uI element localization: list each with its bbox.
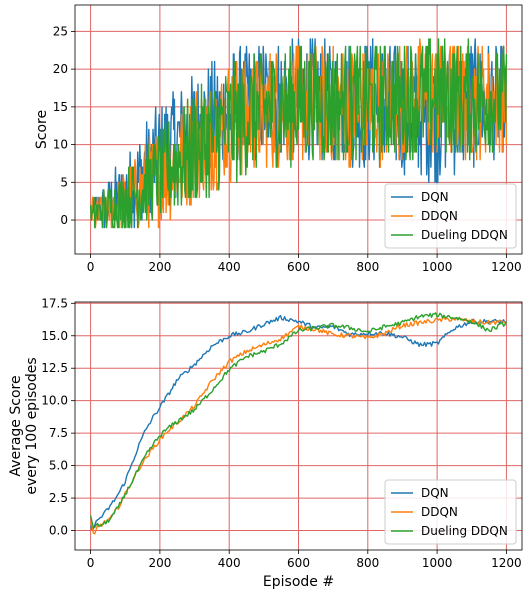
y-tick-label: 15.0	[41, 329, 68, 343]
x-tick-label: 600	[287, 260, 310, 274]
y-tick-label: 5.0	[49, 459, 68, 473]
y-tick-label: 10.0	[41, 394, 68, 408]
y-axis-label-line: Average Score	[8, 375, 24, 476]
legend-label-1: DDQN	[421, 209, 458, 223]
series-line-1	[89, 316, 507, 535]
legend-label-0: DQN	[421, 486, 449, 500]
y-tick-label: 25	[53, 24, 68, 38]
x-tick-label: 200	[148, 260, 171, 274]
x-tick-label: 800	[356, 260, 379, 274]
series-line-2	[89, 38, 508, 229]
series-group	[89, 38, 508, 229]
x-tick-label: 0	[87, 260, 95, 274]
x-tick-label: 800	[356, 556, 379, 570]
y-axis-label-line: every 100 episodes	[24, 357, 40, 494]
legend-label-2: Dueling DDQN	[421, 228, 508, 242]
series-line-0	[89, 314, 507, 531]
legend-box	[384, 479, 517, 545]
x-axis-label: Episode #	[263, 574, 334, 590]
legend-label-2: Dueling DDQN	[421, 524, 508, 538]
y-tick-label: 20	[53, 62, 68, 76]
series-group	[89, 312, 508, 535]
x-tick-label: 400	[218, 260, 241, 274]
x-tick-label: 0	[87, 556, 95, 570]
legend-box	[384, 183, 517, 249]
y-tick-label: 10	[53, 138, 68, 152]
top-panel-score: 0 200 400 600 800 1000 1200 0 5 10 15 20 25 Score DQN D…	[34, 4, 523, 274]
y-tick-label: 17.5	[41, 296, 68, 310]
y-tick-label: 0	[60, 213, 68, 227]
x-tick-label: 1000	[422, 260, 453, 274]
y-axis-label: Average Scoreevery 100 episodes	[8, 357, 40, 494]
series-line-2	[89, 312, 508, 529]
y-tick-label: 5	[60, 175, 68, 189]
y-tick-label: 7.5	[49, 426, 68, 440]
x-tick-label: 600	[287, 556, 310, 570]
y-axis-label: Score	[34, 110, 50, 149]
y-tick-label: 2.5	[49, 491, 68, 505]
bottom-panel-average-score: 0 200 400 600 800 1000 1200 0.0 2.5 5.0 7.5 10.0 12.…	[8, 296, 523, 590]
y-tick-label: 0.0	[49, 524, 68, 538]
y-tick-label: 15	[53, 100, 68, 114]
legend-label-0: DQN	[421, 190, 449, 204]
y-axis-label-line: Score	[34, 110, 50, 149]
x-tick-label: 200	[148, 556, 171, 570]
x-tick-label: 1200	[491, 556, 522, 570]
y-tick-label: 12.5	[41, 361, 68, 375]
legend-label-1: DDQN	[421, 505, 458, 519]
x-tick-label: 1000	[422, 556, 453, 570]
x-tick-label: 1200	[491, 260, 522, 274]
x-tick-label: 400	[218, 556, 241, 570]
